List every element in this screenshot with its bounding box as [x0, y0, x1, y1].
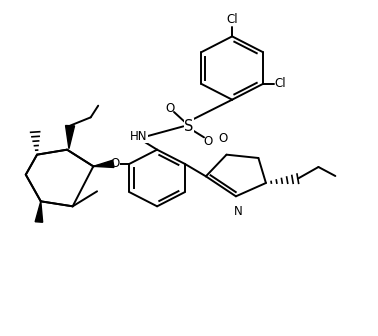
Polygon shape: [35, 201, 43, 222]
Text: Cl: Cl: [226, 13, 238, 27]
Text: O: O: [111, 157, 120, 170]
Text: Cl: Cl: [274, 77, 286, 90]
Polygon shape: [93, 160, 114, 167]
Text: N: N: [233, 205, 242, 218]
Text: HN: HN: [130, 130, 147, 143]
Text: O: O: [218, 132, 228, 145]
Text: O: O: [203, 135, 212, 148]
Text: O: O: [166, 101, 175, 115]
Polygon shape: [65, 126, 74, 149]
Text: S: S: [184, 119, 194, 134]
